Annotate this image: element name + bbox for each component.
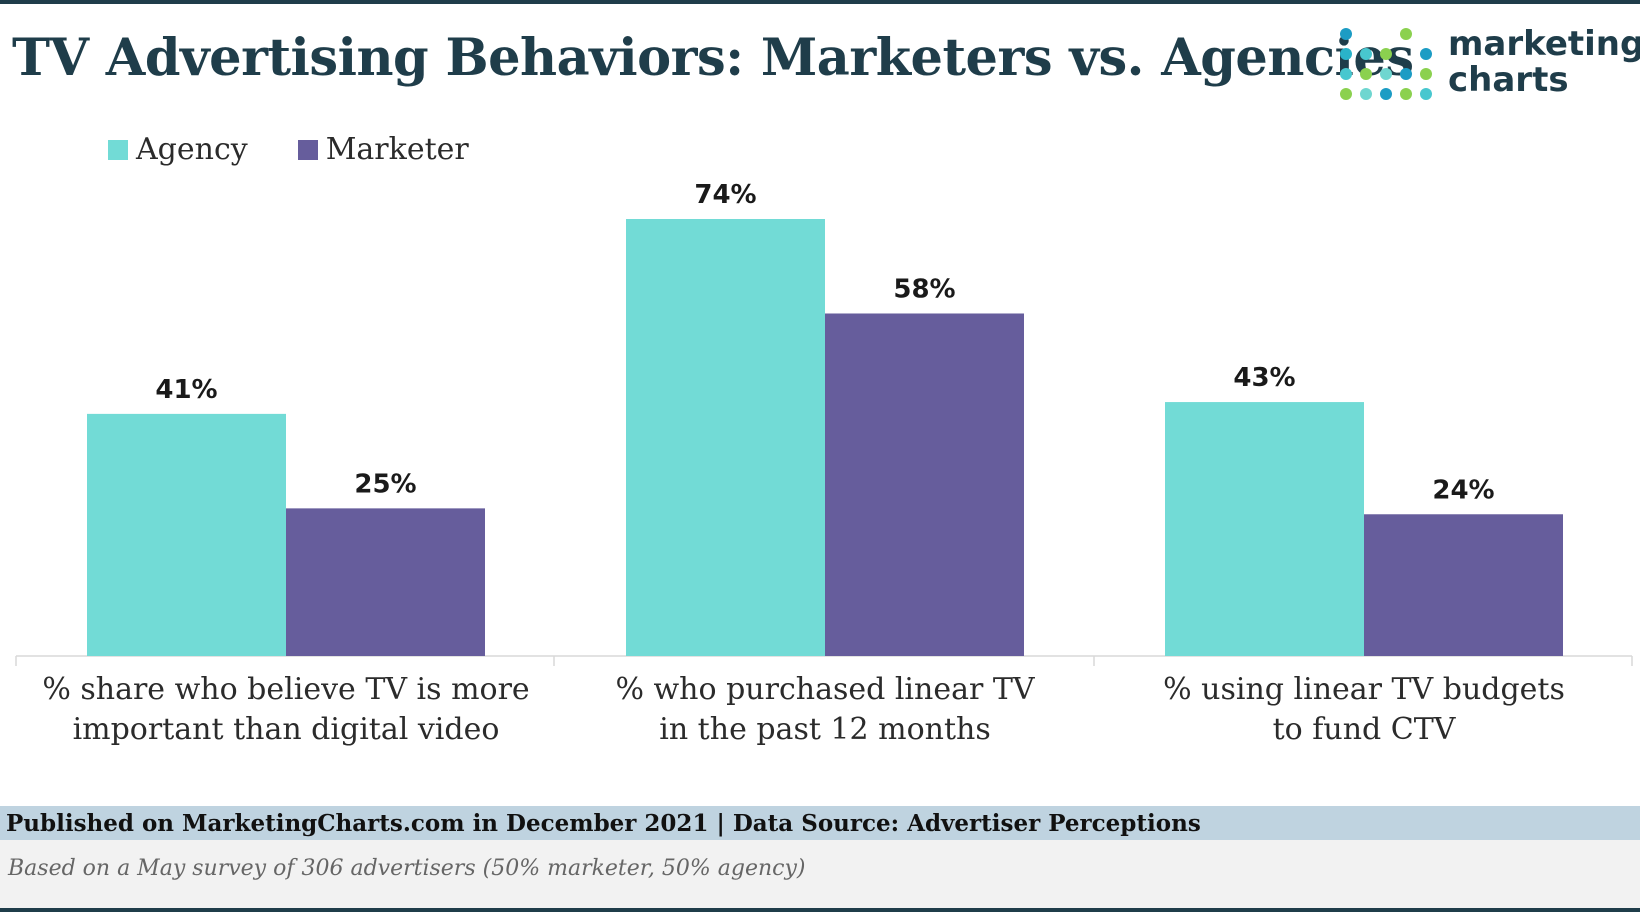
logo-dot	[1340, 68, 1352, 80]
bar-chart: 41% 25% 74% 58% 43% 24%	[15, 180, 1633, 666]
published-source-text: Published on MarketingCharts.com in Dece…	[6, 810, 1201, 837]
category-label-2: % who purchased linear TV in the past 12 …	[565, 670, 1085, 750]
marketingcharts-logo: marketing charts	[1338, 26, 1640, 106]
logo-dot	[1380, 68, 1392, 80]
legend-swatch-agency	[108, 139, 128, 160]
data-label-agency-2: 74%	[694, 180, 756, 210]
note-band: Based on a May survey of 306 advertisers…	[0, 840, 1640, 908]
category-label-line: % who purchased linear TV	[615, 672, 1035, 707]
legend-item-agency: Agency	[108, 132, 248, 167]
logo-dot	[1420, 88, 1432, 100]
category-label-1: % share who believe TV is more important …	[26, 670, 546, 750]
bottom-rule	[0, 908, 1640, 912]
legend-item-marketer: Marketer	[297, 132, 469, 167]
category-label-line: % share who believe TV is more	[42, 672, 530, 707]
bar-agency-2	[626, 219, 825, 656]
category-label-line: important than digital video	[72, 712, 500, 747]
logo-dot	[1340, 48, 1352, 60]
logo-dot	[1340, 28, 1352, 40]
data-label-marketer-3: 24%	[1432, 475, 1494, 505]
category-label-line: % using linear TV budgets	[1163, 672, 1565, 707]
logo-line-1: marketing	[1448, 24, 1640, 64]
logo-dot	[1360, 88, 1372, 100]
logo-dot	[1380, 88, 1392, 100]
logo-dot	[1360, 48, 1372, 60]
logo-dots-icon	[1340, 28, 1432, 100]
logo-dot	[1420, 68, 1432, 80]
logo-dot	[1400, 68, 1412, 80]
legend-swatch-marketer	[297, 139, 318, 160]
bar-marketer-3	[1364, 514, 1563, 656]
logo-wordmark: marketing charts	[1448, 26, 1640, 98]
logo-line-2: charts	[1448, 60, 1569, 100]
top-rule	[0, 0, 1640, 4]
legend-label-agency: Agency	[136, 132, 248, 167]
legend-label-marketer: Marketer	[325, 132, 469, 167]
logo-dot	[1400, 28, 1412, 40]
data-label-marketer-1: 25%	[354, 469, 416, 499]
logo-dot	[1420, 48, 1432, 60]
bar-agency-1	[87, 413, 286, 656]
bar-agency-3	[1165, 402, 1364, 656]
logo-dot	[1360, 68, 1372, 80]
bar-marketer-1	[286, 508, 485, 656]
bar-marketer-2	[825, 313, 1024, 656]
category-label-line: in the past 12 months	[659, 712, 991, 747]
legend: Agency Marketer	[108, 132, 519, 167]
category-label-line: to fund CTV	[1272, 712, 1456, 747]
logo-dot	[1380, 48, 1392, 60]
footer-band: Published on MarketingCharts.com in Dece…	[0, 806, 1640, 840]
category-label-3: % using linear TV budgets to fund CTV	[1104, 670, 1624, 750]
logo-dot	[1340, 88, 1352, 100]
data-label-marketer-2: 58%	[893, 274, 955, 304]
chart-title: TV Advertising Behaviors: Marketers vs. …	[12, 28, 1414, 88]
data-label-agency-3: 43%	[1233, 363, 1295, 393]
survey-note: Based on a May survey of 306 advertisers…	[8, 856, 806, 881]
logo-dot	[1400, 88, 1412, 100]
data-label-agency-1: 41%	[155, 375, 217, 405]
